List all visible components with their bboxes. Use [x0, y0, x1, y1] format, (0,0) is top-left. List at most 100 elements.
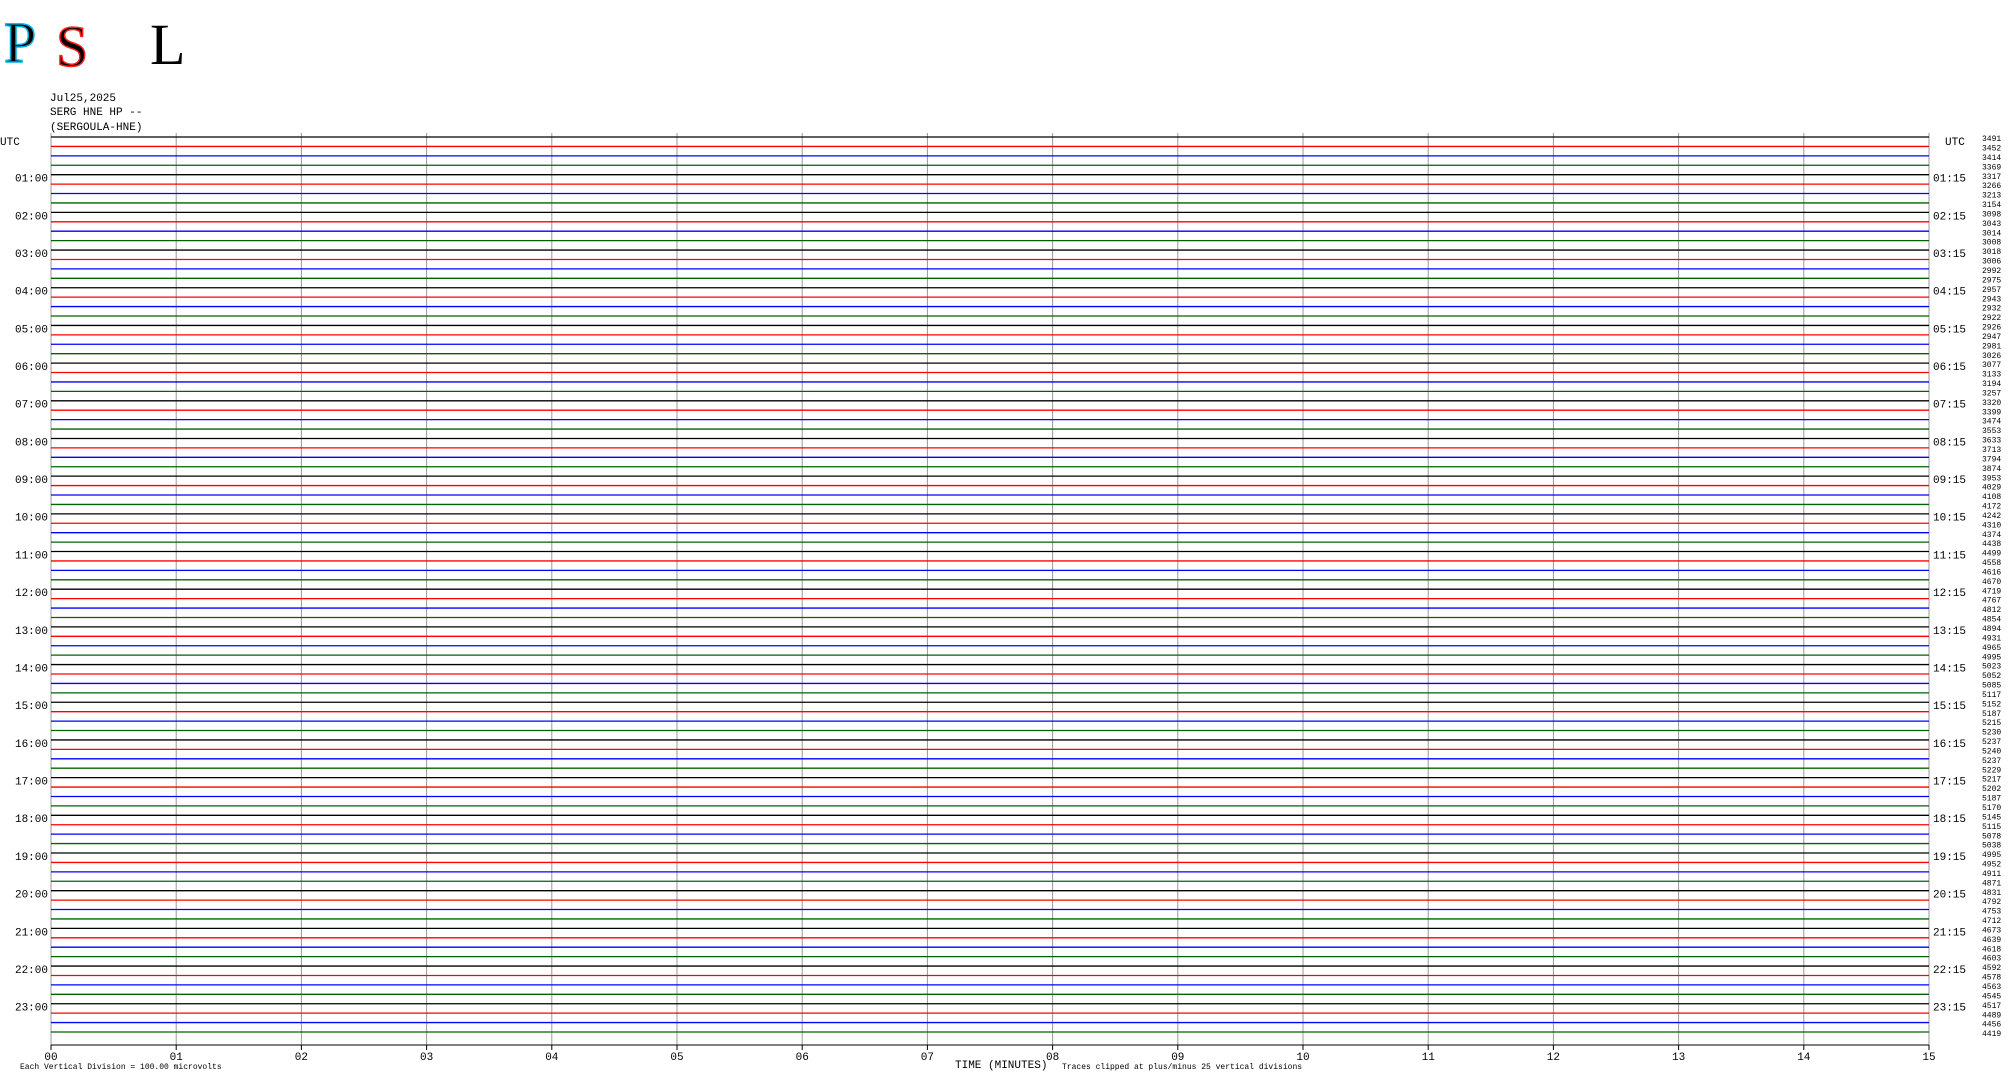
- row-value: 3320: [1982, 399, 2001, 408]
- row-value: 4995: [1982, 851, 2001, 860]
- row-value: 4029: [1982, 484, 2001, 493]
- row-value: 3794: [1982, 455, 2001, 464]
- row-value: 4517: [1982, 1002, 2001, 1011]
- y-tick-label: 11:00: [15, 550, 48, 562]
- row-value: 4545: [1982, 992, 2001, 1001]
- y2-tick-label: 18:15: [1933, 814, 1966, 826]
- row-value: 5217: [1982, 776, 2001, 785]
- y2-tick-label: 02:15: [1933, 211, 1966, 223]
- row-value: 4618: [1982, 945, 2001, 954]
- row-value: 4854: [1982, 616, 2001, 625]
- y-tick-label: 01:00: [15, 174, 48, 186]
- row-value: 2943: [1982, 295, 2001, 304]
- y2-tick-label: 09:15: [1933, 475, 1966, 487]
- x-tick-label: 15: [1922, 1052, 1935, 1064]
- y-tick-label: 22:00: [15, 965, 48, 977]
- logo-letter: P: [4, 10, 36, 75]
- y2-tick-label: 04:15: [1933, 287, 1966, 299]
- row-value: 3266: [1982, 182, 2001, 191]
- row-value: 4558: [1982, 559, 2001, 568]
- row-value: 3953: [1982, 474, 2001, 483]
- row-value: 3098: [1982, 210, 2001, 219]
- x-tick-label: 12: [1547, 1052, 1560, 1064]
- row-value: 3006: [1982, 258, 2001, 267]
- x-tick-label: 11: [1422, 1052, 1436, 1064]
- y2-tick-label: 15:15: [1933, 701, 1966, 713]
- y2-tick-label: 17:15: [1933, 777, 1966, 789]
- y2-tick-label: 21:15: [1933, 927, 1966, 939]
- row-value: 4310: [1982, 521, 2001, 530]
- y-tick-label: 09:00: [15, 475, 48, 487]
- y-tick-label: 12:00: [15, 588, 48, 600]
- row-value: 3874: [1982, 465, 2001, 474]
- row-value: 4831: [1982, 889, 2001, 898]
- row-value: 3257: [1982, 389, 2001, 398]
- x-tick-label: 09: [1171, 1052, 1184, 1064]
- station-name: (SERGOULA-HNE): [50, 122, 142, 134]
- y2-tick-label: 14:15: [1933, 663, 1966, 675]
- y2-tick-label: 20:15: [1933, 890, 1966, 902]
- y-tick-label: 17:00: [15, 777, 48, 789]
- date: Jul25,2025: [50, 93, 116, 105]
- y-tick-label: 14:00: [15, 663, 48, 675]
- row-value: 5230: [1982, 729, 2001, 738]
- y2-tick-label: 08:15: [1933, 437, 1966, 449]
- y-tick-label: 05:00: [15, 324, 48, 336]
- row-value: 4670: [1982, 578, 2001, 587]
- row-value: 4489: [1982, 1011, 2001, 1020]
- row-value: 4419: [1982, 1030, 2001, 1039]
- row-value: 3369: [1982, 163, 2001, 172]
- row-value: 5145: [1982, 813, 2001, 822]
- row-value: 4812: [1982, 606, 2001, 615]
- row-value: 5115: [1982, 823, 2001, 832]
- y2-tick-label: 19:15: [1933, 852, 1966, 864]
- row-value: 3026: [1982, 352, 2001, 361]
- y-axis-label: UTC: [0, 137, 20, 149]
- row-value: 4616: [1982, 568, 2001, 577]
- row-value: 4438: [1982, 540, 2001, 549]
- y-tick-label: 08:00: [15, 437, 48, 449]
- row-value: 4712: [1982, 917, 2001, 926]
- row-value: 4108: [1982, 493, 2001, 502]
- y2-tick-label: 22:15: [1933, 965, 1966, 977]
- row-value: 3317: [1982, 173, 2001, 182]
- y2-tick-label: 13:15: [1933, 626, 1966, 638]
- y2-tick-label: 12:15: [1933, 588, 1966, 600]
- y-tick-label: 21:00: [15, 927, 48, 939]
- row-value: 2992: [1982, 267, 2001, 276]
- row-value: 4894: [1982, 625, 2001, 634]
- row-value: 4965: [1982, 644, 2001, 653]
- row-value: 4719: [1982, 587, 2001, 596]
- y-tick-label: 13:00: [15, 626, 48, 638]
- row-value: 4578: [1982, 974, 2001, 983]
- row-value: 5170: [1982, 804, 2001, 813]
- row-value: 5152: [1982, 700, 2001, 709]
- row-value: 3633: [1982, 437, 2001, 446]
- y-tick-label: 04:00: [15, 287, 48, 299]
- station: SERG HNE HP --: [50, 107, 142, 119]
- y-tick-label: 03:00: [15, 249, 48, 261]
- row-value: 5078: [1982, 832, 2001, 841]
- row-value: 4871: [1982, 879, 2001, 888]
- x-tick-label: 02: [295, 1052, 308, 1064]
- x-tick-label: 00: [44, 1052, 57, 1064]
- x-tick-label: 06: [796, 1052, 809, 1064]
- y-tick-label: 06:00: [15, 362, 48, 374]
- y2-tick-label: 11:15: [1933, 550, 1966, 562]
- row-value: 3713: [1982, 446, 2001, 455]
- y-tick-label: 19:00: [15, 852, 48, 864]
- row-value: 4603: [1982, 955, 2001, 964]
- y-tick-label: 02:00: [15, 211, 48, 223]
- row-value: 4753: [1982, 908, 2001, 917]
- row-value: 3008: [1982, 239, 2001, 248]
- row-value: 4931: [1982, 634, 2001, 643]
- row-value: 2981: [1982, 342, 2001, 351]
- y-tick-label: 20:00: [15, 890, 48, 902]
- y2-tick-label: 23:15: [1933, 1003, 1966, 1015]
- row-value: 3194: [1982, 380, 2001, 389]
- scale-note: Each Vertical Division = 100.00 microvol…: [20, 1063, 222, 1072]
- row-value: 4592: [1982, 964, 2001, 973]
- row-value: 4767: [1982, 597, 2001, 606]
- row-value: 4673: [1982, 926, 2001, 935]
